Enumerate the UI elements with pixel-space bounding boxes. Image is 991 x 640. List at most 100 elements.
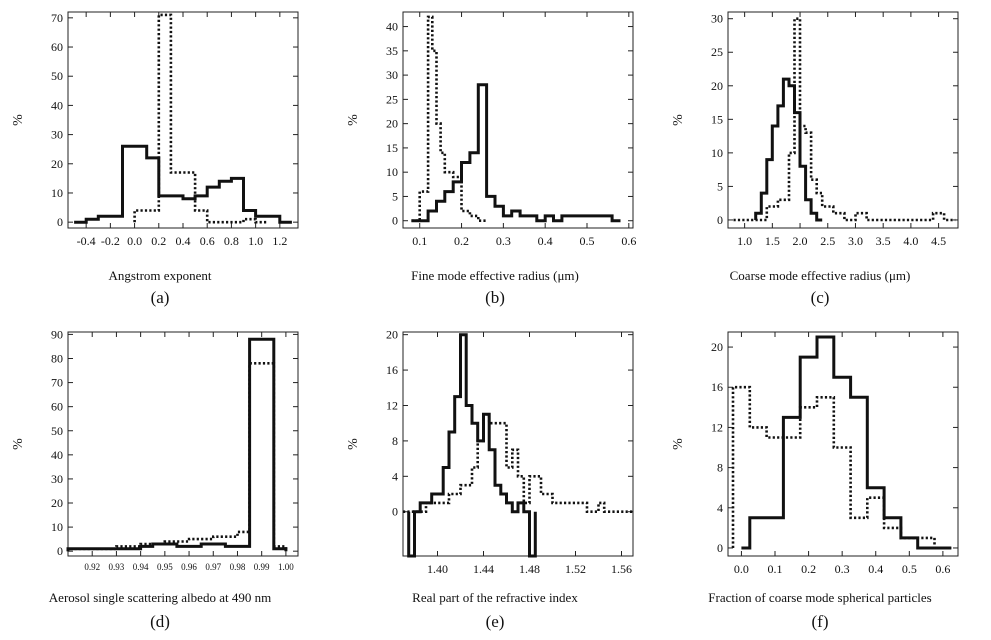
- dotted-histogram-f: [731, 385, 952, 550]
- y-tick-label: 50: [51, 69, 63, 83]
- y-tick-label: 16: [386, 363, 398, 377]
- x-tick-label: 0.2: [801, 562, 816, 576]
- plot-frame-b: [402, 11, 634, 229]
- x-axis-label-e: Real part of the refractive index: [412, 590, 578, 605]
- panel-label-b: (b): [485, 288, 505, 307]
- x-tick-label: 1.56: [611, 562, 632, 576]
- x-tick-label: 0.5: [902, 562, 917, 576]
- y-tick-label: 15: [386, 141, 398, 155]
- y-tick-label: 70: [51, 376, 63, 390]
- x-tick-label: 0.97: [205, 562, 221, 572]
- x-tick-label: 0.94: [133, 562, 149, 572]
- y-tick-label: 20: [386, 328, 398, 342]
- y-tick-label: 80: [51, 351, 63, 365]
- x-tick-label: 0.4: [176, 234, 191, 248]
- y-tick-label: 12: [386, 398, 398, 412]
- x-tick-label: 0.0: [127, 234, 142, 248]
- y-tick-label: 4: [392, 469, 398, 483]
- x-tick-label: -0.4: [77, 234, 96, 248]
- panel-label-a: (a): [150, 288, 170, 307]
- y-tick-label: 50: [51, 424, 63, 438]
- x-tick-label: 2.0: [793, 234, 808, 248]
- y-tick-label: 5: [717, 179, 723, 193]
- panel-label-e: (e): [485, 612, 505, 631]
- chart-panel-f: 0 4 8 12 16 20 0.0 0.1 0.2 0.3 0.4 0.5 0.6% Fraction…: [660, 320, 980, 640]
- y-axis-label-f: %: [671, 438, 686, 450]
- x-tick-label: 0.92: [84, 562, 100, 572]
- x-tick-label: 4.0: [903, 234, 918, 248]
- solid-histogram-b: [411, 83, 621, 223]
- y-tick-label: 15: [711, 112, 723, 126]
- y-tick-label: 30: [51, 472, 63, 486]
- x-tick-label: 0.95: [157, 562, 173, 572]
- chart-panel-d: 0 10 20 30 40 50 60 70 80 90 0.92 0.93 0.94 0.95 0.96 0…: [0, 320, 320, 640]
- panel-label-c: (c): [810, 288, 830, 307]
- solid-histogram-a: [74, 144, 292, 224]
- y-tick-label: 20: [711, 340, 723, 354]
- y-tick-label: 40: [51, 448, 63, 462]
- x-tick-label: 2.5: [820, 234, 835, 248]
- x-tick-label: 0.2: [151, 234, 166, 248]
- solid-histogram-f: [741, 335, 952, 550]
- y-tick-label: 5: [392, 189, 398, 203]
- y-tick-label: 10: [386, 165, 398, 179]
- x-tick-label: 0.98: [230, 562, 246, 572]
- x-axis-label-a: Angstrom exponent: [108, 268, 212, 283]
- x-tick-label: 1.0: [248, 234, 263, 248]
- panel-label-d: (d): [150, 612, 170, 631]
- histogram-c: 0 5 10 15 20 25 30 1.0 1.5 2.0 2.5 3.0 3.5 4.0 4.5%: [671, 11, 959, 248]
- chart-panel-a: 0 10 20 30 40 50 60 70 -0.4 -0.2 0.0 0.2 0.4 0.6 0.8 1.…: [0, 0, 320, 320]
- y-tick-label: 30: [51, 128, 63, 142]
- y-tick-label: 0: [392, 214, 398, 228]
- y-tick-label: 70: [51, 11, 63, 25]
- x-tick-label: 0.96: [181, 562, 197, 572]
- histogram-e: 0 4 8 12 16 20 1.40 1.44 1.48 1.52 1.56%: [346, 328, 634, 576]
- dotted-histogram-a: [133, 13, 268, 224]
- y-tick-label: 60: [51, 40, 63, 54]
- x-tick-label: 0.99: [254, 562, 270, 572]
- plot-frame-e: [402, 331, 634, 557]
- solid-histogram-c: [754, 77, 823, 222]
- y-axis-label-c: %: [671, 114, 686, 126]
- solid-histogram-e: [407, 333, 537, 558]
- x-tick-label: 1.00: [278, 562, 294, 572]
- x-tick-label: -0.2: [101, 234, 120, 248]
- x-axis-label-d: Aerosol single scattering albedo at 490 …: [48, 590, 272, 605]
- y-tick-label: 25: [711, 45, 723, 59]
- x-tick-label: 0.3: [496, 234, 511, 248]
- panel-label-f: (f): [811, 612, 829, 631]
- x-tick-label: 0.8: [224, 234, 239, 248]
- y-tick-label: 0: [57, 544, 63, 558]
- x-tick-label: 0.93: [109, 562, 125, 572]
- solid-histogram-d: [66, 337, 288, 552]
- y-tick-label: 25: [386, 92, 398, 106]
- x-tick-label: 1.48: [519, 562, 540, 576]
- y-axis-label-b: %: [346, 114, 361, 126]
- plot-frame-c: [727, 11, 959, 229]
- histogram-a: 0 10 20 30 40 50 60 70 -0.4 -0.2 0.0 0.2 0.4 0.6 0.8 1.…: [11, 11, 299, 248]
- x-tick-label: 1.5: [765, 234, 780, 248]
- x-tick-label: 1.40: [427, 562, 448, 576]
- y-tick-label: 16: [711, 380, 723, 394]
- y-tick-label: 20: [51, 496, 63, 510]
- y-tick-label: 20: [711, 79, 723, 93]
- x-tick-label: 0.6: [200, 234, 215, 248]
- plot-frame-f: [727, 331, 959, 557]
- x-axis-label-b: Fine mode effective radius (μm): [411, 268, 579, 283]
- x-tick-label: 0.1: [412, 234, 427, 248]
- x-tick-label: 0.4: [868, 562, 883, 576]
- x-axis-label-f: Fraction of coarse mode spherical partic…: [708, 590, 932, 605]
- histogram-f: 0 4 8 12 16 20 0.0 0.1 0.2 0.3 0.4 0.5 0.6%: [671, 331, 959, 576]
- y-axis-label-e: %: [346, 438, 361, 450]
- histogram-d: 0 10 20 30 40 50 60 70 80 90 0.92 0.93 0.94 0.95 0.96 0…: [11, 327, 299, 572]
- y-tick-label: 10: [711, 146, 723, 160]
- dotted-histogram-d: [66, 362, 288, 552]
- y-tick-label: 0: [57, 215, 63, 229]
- plot-frame-d: [67, 331, 299, 557]
- y-tick-label: 40: [386, 20, 398, 34]
- histogram-b: 0 5 10 15 20 25 30 35 40 0.1 0.2 0.3 0.4 0.5 0.6%: [346, 11, 636, 248]
- x-axis-label-c: Coarse mode effective radius (μm): [729, 268, 911, 283]
- y-tick-label: 90: [51, 327, 63, 341]
- x-tick-label: 1.52: [565, 562, 586, 576]
- x-tick-label: 0.3: [835, 562, 850, 576]
